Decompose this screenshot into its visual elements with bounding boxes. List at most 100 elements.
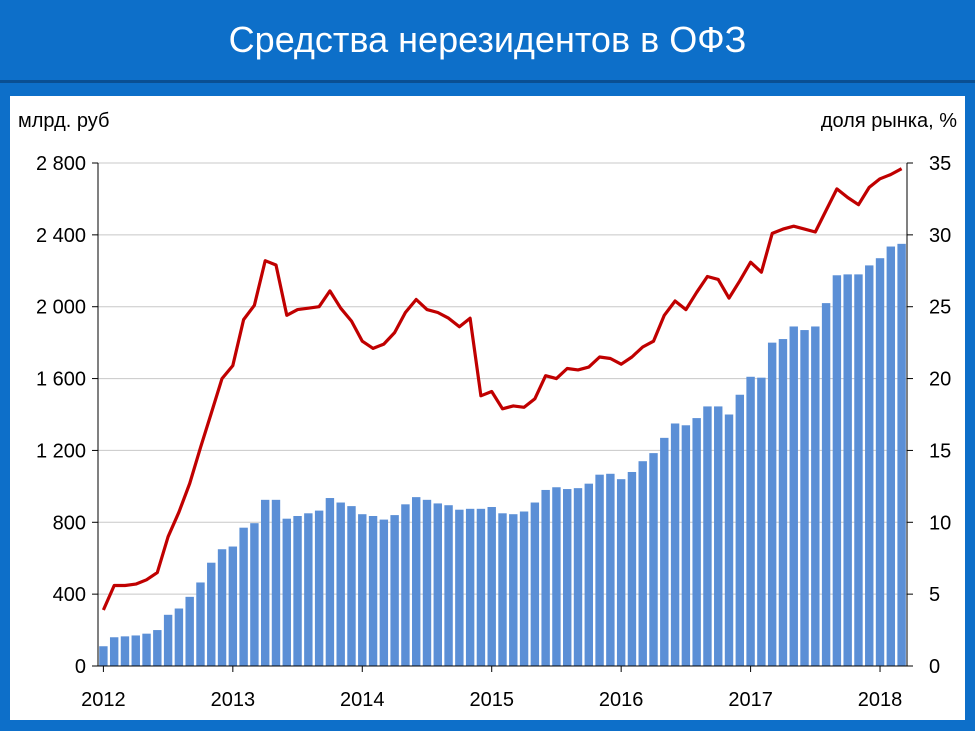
right-tick-label: 10 xyxy=(929,512,951,534)
bar xyxy=(509,514,518,666)
bar xyxy=(584,483,594,666)
bar xyxy=(444,505,453,666)
bar xyxy=(498,513,507,666)
chart-title: Средства нерезидентов в ОФЗ xyxy=(228,19,747,60)
bar xyxy=(163,614,173,666)
bar xyxy=(563,489,572,666)
bar xyxy=(800,330,809,666)
bar xyxy=(638,461,647,666)
bar xyxy=(865,265,874,666)
bar xyxy=(217,549,227,666)
left-axis-label: млрд. руб xyxy=(18,110,109,132)
bar xyxy=(811,326,820,666)
left-tick-label: 400 xyxy=(53,584,86,606)
bar xyxy=(465,508,475,666)
bar xyxy=(821,303,831,666)
bar xyxy=(196,582,205,666)
bar xyxy=(336,502,345,666)
bar xyxy=(476,508,486,666)
bar xyxy=(174,608,184,666)
x-tick-label: 2017 xyxy=(728,689,773,711)
bar xyxy=(606,473,615,666)
bar xyxy=(455,509,464,666)
bar xyxy=(487,507,496,666)
left-tick-label: 2 000 xyxy=(36,297,86,319)
right-tick-label: 25 xyxy=(929,297,951,319)
bar xyxy=(735,394,745,666)
left-tick-label: 2 400 xyxy=(36,225,86,247)
bar xyxy=(595,474,604,666)
bar xyxy=(325,498,335,666)
tick-labels: 0 0 400 5 800 10 1 200 15 1 600 20 2 000 25 2 400 30 2… xyxy=(36,153,951,711)
bar xyxy=(541,489,550,666)
bar xyxy=(239,527,248,666)
bar xyxy=(660,437,669,666)
bar xyxy=(142,633,151,666)
bar xyxy=(746,376,755,666)
bar xyxy=(153,630,162,666)
bar xyxy=(347,506,356,666)
bar xyxy=(368,515,378,666)
bar xyxy=(627,471,637,666)
bar xyxy=(767,342,777,666)
x-tick-label: 2013 xyxy=(211,689,256,711)
bar xyxy=(519,511,529,666)
x-tick-label: 2016 xyxy=(599,689,644,711)
bar xyxy=(282,518,291,666)
left-tick-label: 800 xyxy=(53,512,86,534)
left-tick-label: 0 xyxy=(75,656,86,678)
right-tick-label: 0 xyxy=(929,656,940,678)
bar xyxy=(778,339,788,666)
right-tick-label: 5 xyxy=(929,584,940,606)
bar xyxy=(120,636,130,666)
bar xyxy=(724,414,734,666)
bar xyxy=(131,635,140,666)
bar xyxy=(314,510,324,666)
bar xyxy=(681,425,691,666)
bar xyxy=(260,499,270,666)
right-tick-label: 30 xyxy=(929,225,951,247)
bar xyxy=(854,274,863,666)
bar xyxy=(99,646,108,666)
market-share-line xyxy=(101,167,903,611)
bar xyxy=(616,479,626,666)
left-tick-label: 1 200 xyxy=(36,440,86,462)
bar xyxy=(228,546,238,666)
bar xyxy=(411,497,421,666)
bar xyxy=(358,514,367,666)
bar xyxy=(875,258,885,666)
right-tick-label: 20 xyxy=(929,369,951,391)
bar xyxy=(670,423,680,666)
bar xyxy=(250,523,259,666)
bar xyxy=(207,562,216,666)
chart-panel: млрд. руб доля рынка, % 0 0 400 5 800 10 1 200… xyxy=(10,96,965,720)
bar xyxy=(185,596,194,666)
bar xyxy=(757,377,766,666)
bar xyxy=(552,487,561,666)
bar xyxy=(789,326,798,666)
chart-svg: млрд. руб доля рынка, % 0 0 400 5 800 10 1 200… xyxy=(18,110,957,711)
bar xyxy=(271,499,281,666)
bar xyxy=(649,453,658,666)
right-axis-label: доля рынка, % xyxy=(821,110,957,132)
x-tick-label: 2018 xyxy=(858,689,903,711)
x-tick-label: 2012 xyxy=(81,689,126,711)
bar xyxy=(109,637,119,666)
right-tick-label: 15 xyxy=(929,440,951,462)
axes: млрд. руб доля рынка, % xyxy=(18,110,957,672)
left-tick-label: 1 600 xyxy=(36,369,86,391)
left-tick-label: 2 800 xyxy=(36,153,86,175)
header-divider xyxy=(0,80,975,83)
bar xyxy=(304,513,313,666)
line-series xyxy=(101,167,903,611)
bar xyxy=(433,503,442,666)
bar xyxy=(897,243,906,666)
bar xyxy=(703,406,712,666)
bar-series xyxy=(99,243,906,666)
right-tick-label: 35 xyxy=(929,153,951,175)
bar xyxy=(843,274,852,666)
bar xyxy=(573,488,583,666)
bar xyxy=(692,418,701,666)
x-tick-label: 2014 xyxy=(340,689,385,711)
x-tick-label: 2015 xyxy=(469,689,514,711)
